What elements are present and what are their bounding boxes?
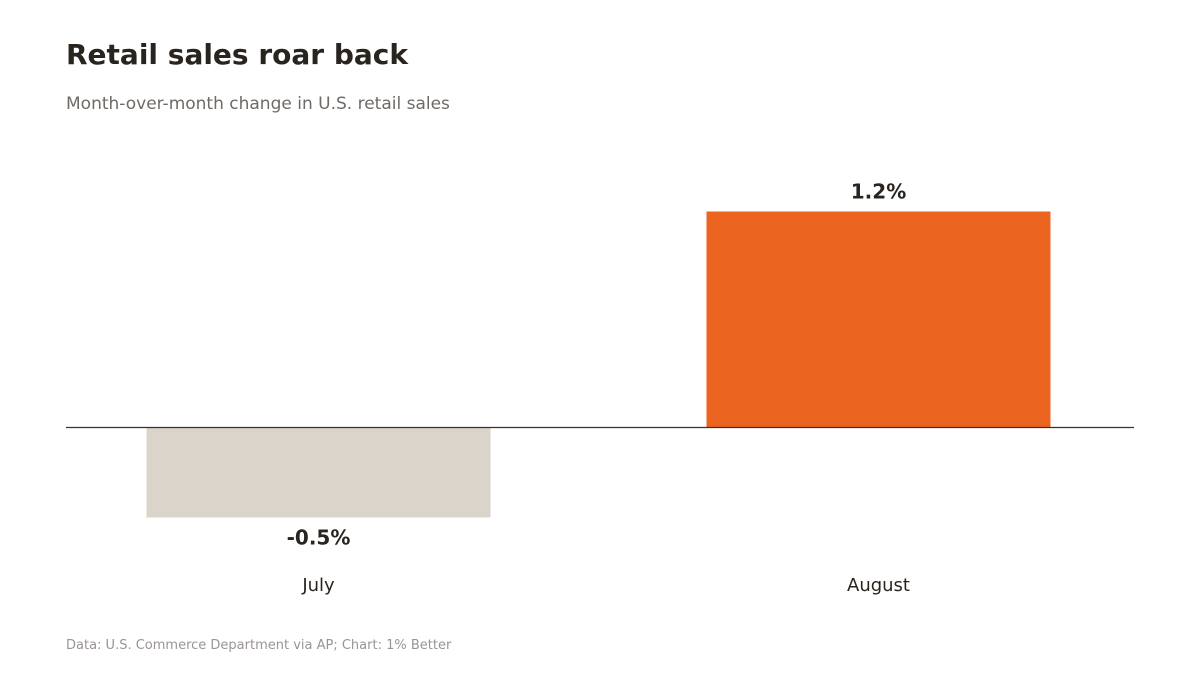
category-label-july: July bbox=[301, 575, 335, 596]
value-label-july: -0.5% bbox=[287, 526, 351, 550]
bar-august bbox=[706, 211, 1051, 428]
source-note: Data: U.S. Commerce Department via AP; C… bbox=[66, 638, 452, 653]
chart-subtitle: Month-over-month change in U.S. retail s… bbox=[66, 94, 450, 114]
bars-layer bbox=[146, 211, 1051, 518]
category-label-august: August bbox=[847, 575, 910, 596]
chart-title: Retail sales roar back bbox=[66, 38, 408, 71]
labels-layer: -0.5% July 1.2% August bbox=[287, 180, 910, 597]
bar-july bbox=[146, 427, 491, 518]
value-label-august: 1.2% bbox=[851, 180, 906, 204]
